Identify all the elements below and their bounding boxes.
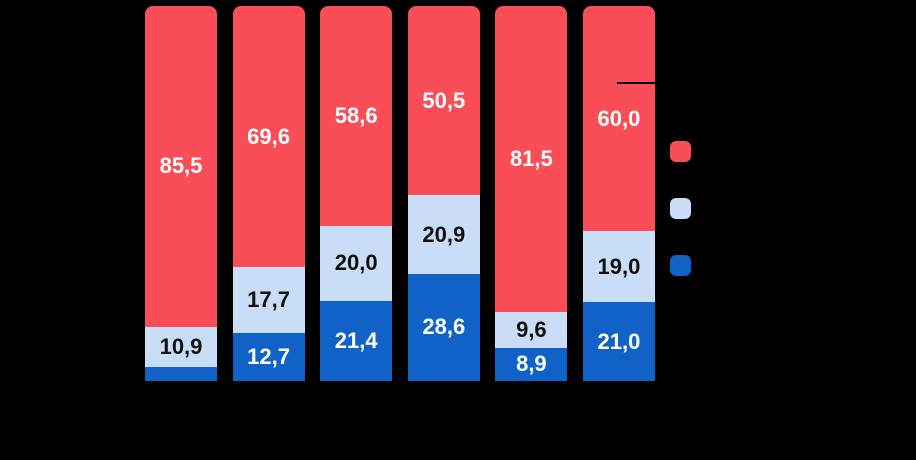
segment-light-blue-bar-1: 10,9	[145, 326, 217, 368]
segment-light-blue-bar-4: 20,9	[407, 195, 480, 274]
annotation-tick-line	[617, 82, 655, 84]
value-label: 85,5	[159, 153, 203, 179]
legend	[670, 141, 691, 276]
bar-column-6: 60,0 19,0 21,0	[582, 6, 655, 381]
value-label: 60,0	[597, 105, 641, 131]
segment-dark-blue-bar-4: 28,6	[407, 273, 480, 381]
legend-swatch-red	[670, 141, 691, 162]
segment-dark-blue-bar-1	[145, 367, 217, 381]
value-label: 21,4	[334, 327, 378, 353]
value-label: 69,6	[247, 123, 290, 149]
value-label: 20,9	[422, 221, 466, 247]
segment-dark-blue-bar-3: 21,4	[320, 300, 393, 381]
segment-red-bar-3: 58,6	[320, 6, 393, 226]
segment-light-blue-bar-2: 17,7	[232, 267, 305, 334]
bar-column-5: 81,5 9,6 8,9	[495, 6, 568, 381]
segment-red-bar-1: 85,5	[145, 6, 217, 327]
value-label: 19,0	[597, 253, 641, 279]
legend-swatch-dark-blue	[670, 255, 691, 276]
segment-red-bar-6: 60,0	[582, 6, 655, 231]
bar-column-1: 85,5 10,9	[145, 6, 217, 381]
bar-column-3: 58,6 20,0 21,4	[320, 6, 393, 381]
value-label: 28,6	[422, 314, 466, 340]
segment-dark-blue-bar-6: 21,0	[582, 302, 655, 381]
value-label: 12,7	[247, 344, 290, 370]
segment-light-blue-bar-3: 20,0	[320, 225, 393, 301]
segment-red-bar-5: 81,5	[495, 6, 568, 312]
segment-light-blue-bar-6: 19,0	[582, 231, 655, 303]
value-label: 21,0	[597, 328, 641, 354]
value-label: 81,5	[509, 145, 553, 171]
value-label: 8,9	[516, 351, 547, 377]
segment-dark-blue-bar-5: 8,9	[495, 347, 568, 381]
value-label: 17,7	[247, 287, 290, 313]
plot-area: 85,5 10,9 69,6 17,7 12,7 58,6 20,0 21,4 50,5 20,9…	[145, 6, 655, 381]
segment-red-bar-4: 50,5	[407, 6, 480, 196]
value-label: 10,9	[159, 334, 203, 360]
segment-light-blue-bar-5: 9,6	[495, 311, 568, 348]
value-label: 58,6	[334, 102, 378, 128]
segment-red-bar-2: 69,6	[232, 6, 305, 267]
segment-dark-blue-bar-2: 12,7	[232, 333, 305, 381]
value-label: 20,0	[334, 250, 378, 276]
bar-column-2: 69,6 17,7 12,7	[232, 6, 305, 381]
value-label: 50,5	[422, 87, 466, 113]
bar-column-4: 50,5 20,9 28,6	[407, 6, 480, 381]
value-label: 9,6	[516, 316, 547, 342]
legend-swatch-light-blue	[670, 198, 691, 219]
